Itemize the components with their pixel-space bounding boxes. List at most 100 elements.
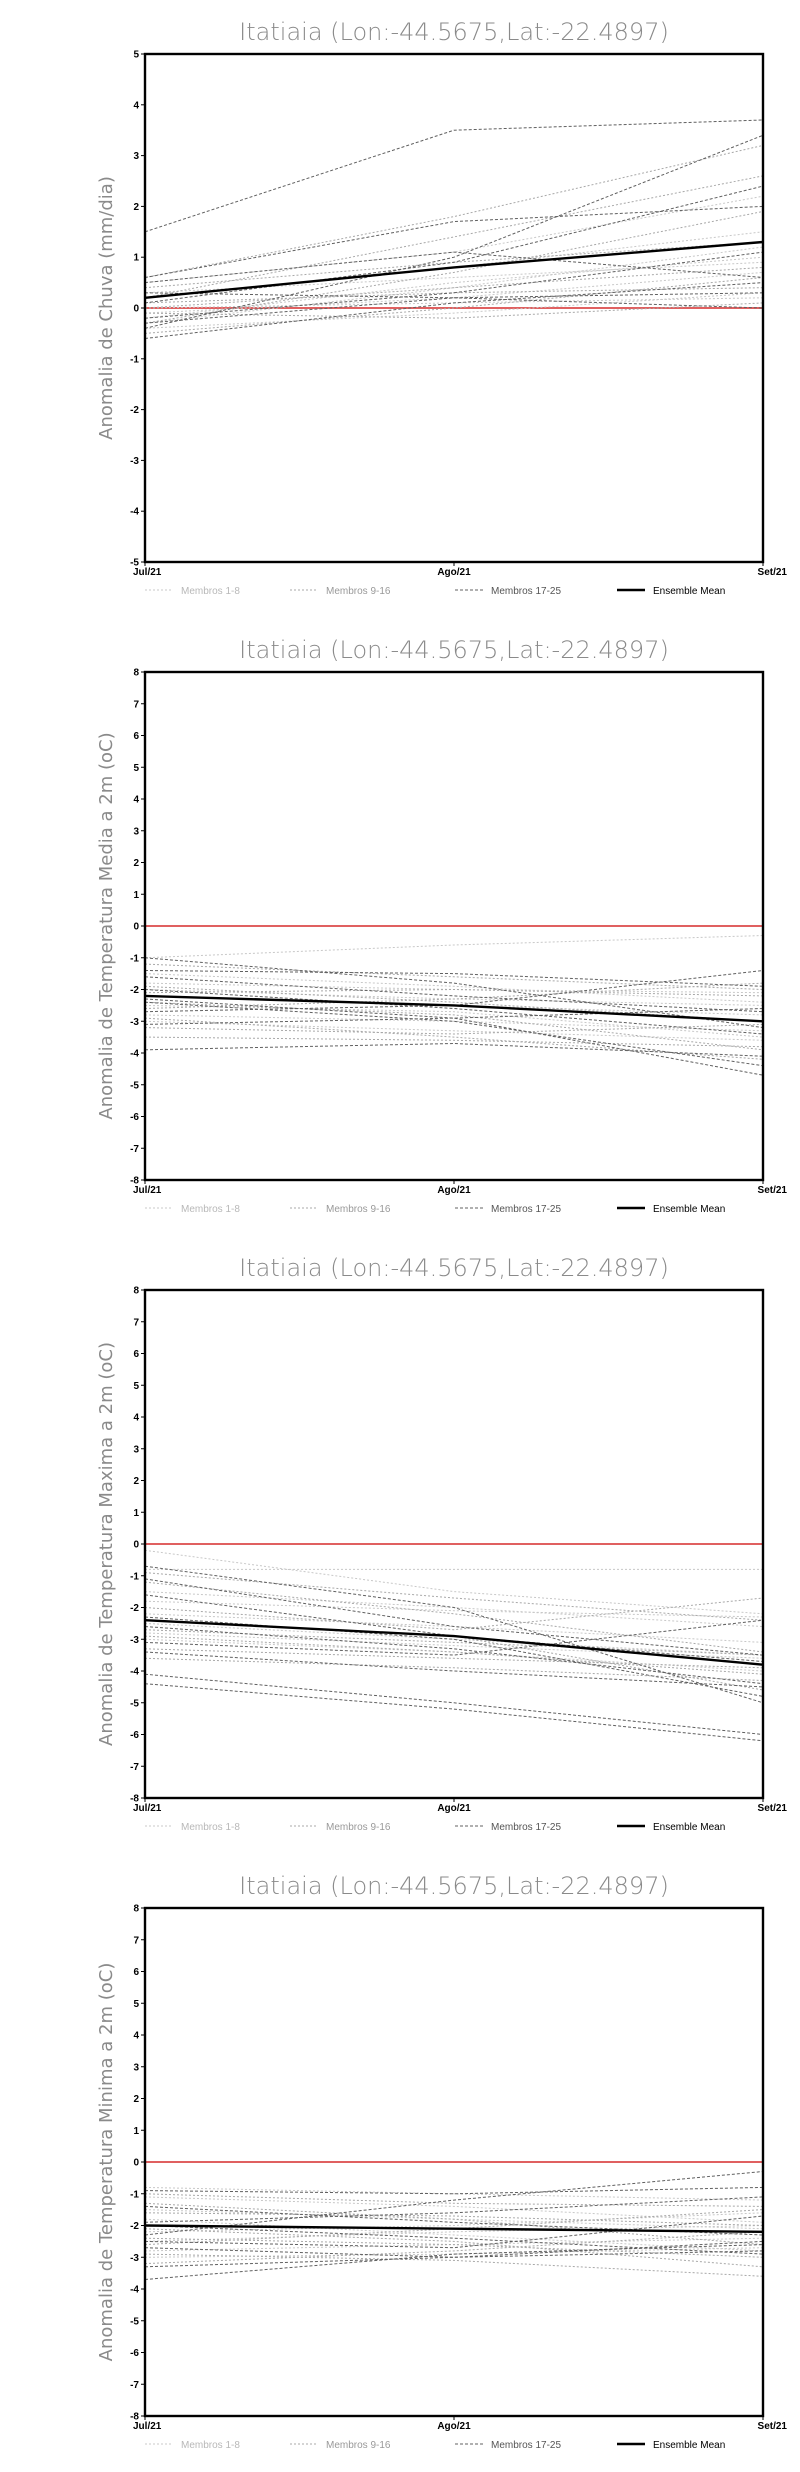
ensemble-mean-line bbox=[144, 2224, 764, 2233]
y-tick-label: 4 bbox=[133, 795, 139, 806]
member-series-line bbox=[144, 1673, 764, 1735]
member-series-line bbox=[144, 251, 764, 319]
member-series-line bbox=[144, 119, 764, 233]
y-tick-label: -4 bbox=[130, 1049, 139, 1060]
member-series-line bbox=[144, 970, 764, 987]
y-tick-label: 1 bbox=[133, 253, 139, 264]
ensemble-mean-line bbox=[144, 1619, 764, 1666]
member-series-line bbox=[144, 292, 764, 299]
member-series-line bbox=[144, 302, 764, 319]
x-tick-label: Ago/21 bbox=[437, 2421, 471, 2432]
y-tick-label: 6 bbox=[133, 1349, 139, 1360]
y-tick-label: -8 bbox=[130, 1794, 139, 1805]
y-tick-label: -4 bbox=[130, 507, 139, 518]
member-series-line bbox=[144, 231, 764, 299]
member-series-line bbox=[144, 144, 764, 278]
x-tick-label: Set/21 bbox=[758, 567, 788, 578]
member-series-line bbox=[144, 982, 764, 1009]
y-tick-label: 1 bbox=[133, 1508, 139, 1519]
member-series-line bbox=[144, 266, 764, 309]
legend-label: Membros 1-8 bbox=[181, 1822, 240, 1833]
legend-label: Membros 9-16 bbox=[326, 1204, 391, 1215]
member-series-line bbox=[144, 1622, 764, 1656]
member-series-line bbox=[144, 1001, 764, 1051]
y-tick-label: 3 bbox=[133, 151, 139, 162]
y-tick-label: 6 bbox=[133, 731, 139, 742]
y-tick-label: -6 bbox=[130, 2348, 139, 2359]
member-series-line bbox=[144, 1578, 764, 1656]
member-series-line bbox=[144, 292, 764, 329]
y-tick-label: 3 bbox=[133, 2062, 139, 2073]
chart-panel: Itatiaia (Lon:-44.5675,Lat:-22.4897) Anom… bbox=[96, 1872, 787, 2451]
y-tick-label: 5 bbox=[133, 50, 139, 61]
legend-label: Ensemble Mean bbox=[653, 1822, 725, 1833]
y-tick-label: 0 bbox=[133, 304, 139, 315]
y-tick-label: 0 bbox=[133, 2158, 139, 2169]
member-series-line bbox=[144, 2225, 764, 2242]
legend-label: Ensemble Mean bbox=[653, 586, 725, 597]
member-series-line bbox=[144, 2196, 764, 2223]
y-tick-label: -1 bbox=[130, 953, 139, 964]
y-tick-label: -8 bbox=[130, 2412, 139, 2423]
chart-panel: Itatiaia (Lon:-44.5675,Lat:-22.4897) Anom… bbox=[96, 18, 787, 597]
member-series-line bbox=[144, 2240, 764, 2268]
member-series-line bbox=[144, 1657, 764, 1681]
member-series-line bbox=[144, 973, 764, 1003]
member-series-line bbox=[144, 2171, 764, 2236]
member-series-line bbox=[144, 985, 764, 1022]
legend-label: Membros 9-16 bbox=[326, 2440, 391, 2451]
y-tick-label: 2 bbox=[133, 858, 139, 869]
member-series-line bbox=[144, 1648, 764, 1669]
y-tick-label: -1 bbox=[130, 1571, 139, 1582]
y-tick-label: -7 bbox=[130, 2380, 139, 2391]
member-series-line bbox=[144, 2237, 764, 2258]
y-tick-label: 3 bbox=[133, 1444, 139, 1455]
member-series-line bbox=[144, 2228, 764, 2268]
y-tick-label: -5 bbox=[130, 2316, 139, 2327]
y-tick-label: 2 bbox=[133, 202, 139, 213]
chart-panel: Itatiaia (Lon:-44.5675,Lat:-22.4897) Anom… bbox=[96, 1254, 787, 1833]
y-tick-label: -3 bbox=[130, 456, 139, 467]
y-tick-label: 0 bbox=[133, 922, 139, 933]
x-tick-label: Set/21 bbox=[758, 1803, 788, 1814]
legend-label: Membros 1-8 bbox=[181, 2440, 240, 2451]
member-series-line bbox=[144, 2253, 764, 2277]
y-tick-label: 7 bbox=[133, 699, 139, 710]
y-axis-label: Anomalia de Temperatura Media a 2m (oC) bbox=[96, 732, 117, 1119]
y-axis-label: Anomalia de Temperatura Minima a 2m (oC) bbox=[96, 1963, 117, 2362]
member-series-line bbox=[144, 175, 764, 299]
legend-label: Membros 1-8 bbox=[181, 586, 240, 597]
y-tick-label: 8 bbox=[133, 668, 139, 679]
member-series-line bbox=[144, 297, 764, 324]
y-tick-label: 2 bbox=[133, 1476, 139, 1487]
y-tick-label: 4 bbox=[133, 100, 139, 111]
x-tick-label: Jul/21 bbox=[133, 1803, 162, 1814]
legend-label: Membros 17-25 bbox=[491, 1204, 561, 1215]
member-series-line bbox=[144, 989, 764, 1035]
member-series-line bbox=[144, 2202, 764, 2246]
x-tick-label: Ago/21 bbox=[437, 1185, 471, 1196]
member-series-line bbox=[144, 957, 764, 1029]
y-tick-label: -4 bbox=[130, 2285, 139, 2296]
member-series-line bbox=[144, 1651, 764, 1688]
y-tick-label: -5 bbox=[130, 558, 139, 569]
x-tick-label: Set/21 bbox=[758, 2421, 788, 2432]
member-series-line bbox=[144, 1572, 764, 1621]
legend-label: Membros 1-8 bbox=[181, 1204, 240, 1215]
ensemble-mean-line bbox=[144, 994, 764, 1023]
member-series-line bbox=[144, 205, 764, 278]
legend-label: Membros 9-16 bbox=[326, 1822, 391, 1833]
chart-title: Itatiaia (Lon:-44.5675,Lat:-22.4897) bbox=[239, 1254, 669, 1282]
y-tick-label: -7 bbox=[130, 1144, 139, 1155]
y-tick-label: 6 bbox=[133, 1967, 139, 1978]
member-series-line bbox=[144, 988, 764, 997]
member-series-line bbox=[144, 277, 764, 334]
y-tick-label: 8 bbox=[133, 1904, 139, 1915]
legend-label: Membros 17-25 bbox=[491, 586, 561, 597]
member-series-line bbox=[144, 1626, 764, 1685]
member-series-line bbox=[144, 1008, 764, 1025]
member-series-line bbox=[144, 1023, 764, 1035]
member-series-line bbox=[144, 2212, 764, 2226]
member-series-line bbox=[144, 1632, 764, 1659]
y-tick-label: -6 bbox=[130, 1112, 139, 1123]
